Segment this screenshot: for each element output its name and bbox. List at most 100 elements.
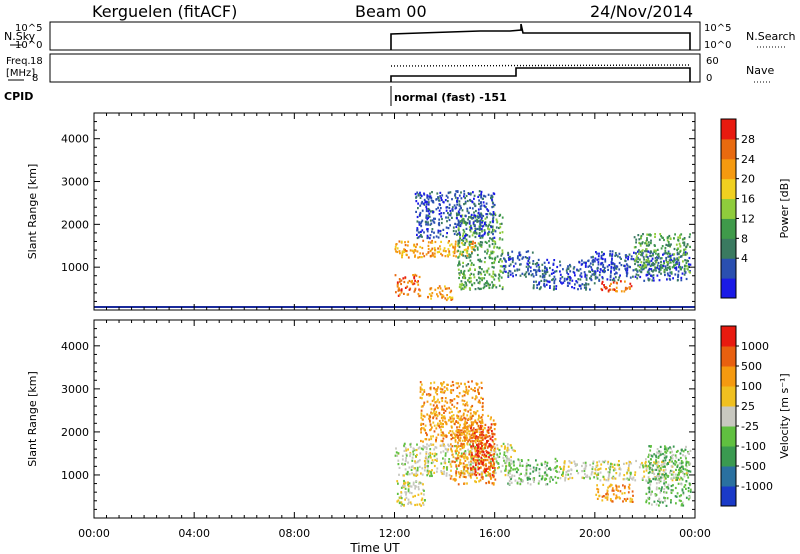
velocity-cell xyxy=(623,492,626,495)
velocity-cell xyxy=(653,476,656,479)
velocity-cell xyxy=(471,404,474,408)
velocity-cell xyxy=(648,502,651,505)
velocity-cell xyxy=(525,466,528,469)
velocity-cell xyxy=(423,389,426,392)
velocity-colorbar-frame xyxy=(720,325,737,507)
power-cell xyxy=(601,276,604,279)
velocity-cell xyxy=(585,475,587,478)
power-cell xyxy=(583,284,586,287)
velocity-cell xyxy=(441,384,443,387)
velocity-cell xyxy=(641,461,643,465)
power-cell xyxy=(404,276,407,279)
velocity-cell xyxy=(408,482,411,485)
velocity-cell xyxy=(682,450,685,453)
velocity-cell xyxy=(473,436,475,439)
velocity-cell xyxy=(607,471,610,474)
velocity-cell xyxy=(478,458,481,462)
power-cell xyxy=(654,249,657,252)
velocity-cell xyxy=(485,464,487,467)
power-cell xyxy=(445,206,448,209)
power-cell xyxy=(598,252,600,255)
power-cell xyxy=(544,265,546,268)
power-cell xyxy=(419,252,422,255)
velocity-cell xyxy=(451,410,453,413)
velocity-cell xyxy=(498,466,500,469)
power-cell xyxy=(618,252,621,255)
power-cell xyxy=(473,202,476,205)
power-cell xyxy=(418,295,421,298)
power-cell xyxy=(433,255,436,258)
velocity-cell xyxy=(612,469,615,472)
power-cell xyxy=(503,265,505,268)
velocity-cell xyxy=(584,473,586,476)
velocity-cell xyxy=(558,470,561,474)
power-cell xyxy=(469,259,472,262)
velocity-cell xyxy=(619,472,621,475)
power-cell xyxy=(626,264,629,267)
power-cell xyxy=(498,226,500,230)
velocity-cell xyxy=(670,489,673,492)
velocity-cell xyxy=(401,454,404,457)
power-cell xyxy=(637,274,640,277)
velocity-cell xyxy=(475,395,477,399)
velocity-cell xyxy=(494,469,496,472)
velocity-cell xyxy=(680,465,683,468)
power-cell xyxy=(553,282,556,285)
power-cell xyxy=(442,295,445,298)
power-ytick-label: 2000 xyxy=(61,218,89,231)
velocity-cell xyxy=(437,433,440,436)
power-cell xyxy=(587,283,590,286)
velocity-cell xyxy=(466,404,469,407)
power-cell xyxy=(429,192,431,195)
power-cell xyxy=(480,196,482,199)
power-cell xyxy=(528,256,531,259)
velocity-cell xyxy=(410,468,413,471)
velocity-cell xyxy=(677,476,679,480)
velocity-cell xyxy=(680,460,683,463)
velocity-cell xyxy=(435,410,438,413)
power-cell xyxy=(439,191,442,194)
velocity-cell xyxy=(400,491,403,494)
velocity-cell xyxy=(474,441,477,444)
velocity-cell xyxy=(481,476,484,479)
velocity-cell xyxy=(479,431,481,434)
power-cell xyxy=(647,278,650,281)
velocity-cell xyxy=(665,491,668,494)
velocity-cell xyxy=(583,469,586,473)
power-cell xyxy=(659,257,662,260)
power-cell xyxy=(543,261,546,264)
power-cell xyxy=(676,253,679,256)
power-cell xyxy=(606,265,609,268)
velocity-cell xyxy=(676,449,679,453)
velocity-cell xyxy=(423,428,426,431)
velocity-cell xyxy=(524,474,527,477)
velocity-cell xyxy=(435,417,438,420)
velocity-cell xyxy=(596,461,598,464)
velocity-colorbar-segment xyxy=(721,346,736,367)
power-cell xyxy=(478,282,481,285)
velocity-cell xyxy=(615,487,618,490)
power-cell xyxy=(458,245,461,249)
power-cell xyxy=(512,275,514,278)
velocity-cell xyxy=(658,465,661,468)
velocity-cell xyxy=(435,446,438,449)
velocity-cell xyxy=(685,472,688,475)
power-cell xyxy=(466,221,469,225)
velocity-cell xyxy=(408,491,411,494)
velocity-cell xyxy=(645,501,648,504)
velocity-cell xyxy=(466,471,469,474)
power-cell xyxy=(496,220,499,223)
power-cell xyxy=(435,198,438,201)
velocity-cell xyxy=(457,421,459,424)
velocity-cell xyxy=(664,497,666,500)
velocity-cell xyxy=(403,474,405,477)
velocity-colorbar-segment xyxy=(721,366,736,387)
velocity-cell xyxy=(423,415,426,418)
velocity-cell xyxy=(645,499,648,502)
power-cell xyxy=(641,251,644,254)
velocity-cell xyxy=(420,416,423,419)
velocity-cell xyxy=(404,498,406,501)
velocity-cell xyxy=(689,488,692,491)
velocity-cell xyxy=(521,464,524,467)
